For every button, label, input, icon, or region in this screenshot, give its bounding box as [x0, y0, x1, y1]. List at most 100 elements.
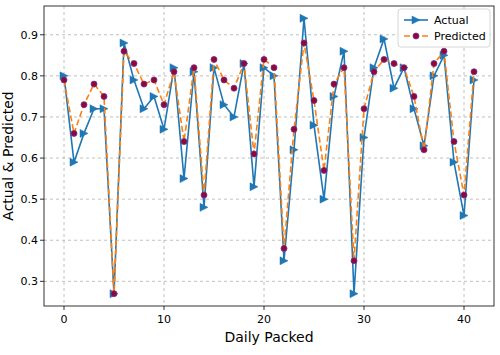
series-marker — [130, 76, 138, 84]
series-marker — [331, 81, 337, 87]
series-marker — [300, 14, 308, 22]
x-axis-label: Daily Packed — [224, 329, 313, 345]
series-marker — [280, 257, 288, 265]
legend-marker — [413, 33, 419, 39]
series-marker — [90, 105, 98, 113]
series-marker — [191, 65, 197, 71]
series-marker — [350, 290, 358, 298]
series-marker — [341, 65, 347, 71]
series-marker — [401, 65, 407, 71]
series-marker — [311, 98, 317, 104]
series-marker — [161, 102, 167, 108]
x-tick — [164, 306, 165, 310]
series-marker — [461, 192, 467, 198]
x-tick — [64, 306, 65, 310]
series-marker — [250, 183, 258, 191]
plot-data — [60, 14, 478, 297]
series-marker — [251, 151, 257, 157]
series-marker — [91, 81, 97, 87]
series-marker — [70, 158, 78, 166]
x-tick-label: 0 — [61, 313, 68, 326]
series-marker — [391, 61, 397, 67]
series-marker — [231, 85, 237, 91]
legend-marker — [412, 16, 420, 24]
series-marker — [80, 129, 88, 137]
series-marker — [101, 93, 107, 99]
series-marker — [141, 81, 147, 87]
series-marker — [240, 60, 248, 68]
series-marker — [471, 69, 477, 75]
y-tick-label: 0.4 — [21, 234, 39, 247]
series-marker — [301, 40, 307, 46]
series-marker — [220, 101, 228, 109]
series-marker — [340, 47, 348, 55]
y-tick-label: 0.6 — [21, 152, 39, 165]
y-tick-label: 0.8 — [21, 70, 39, 83]
series-marker — [291, 126, 297, 132]
series-marker — [110, 290, 118, 298]
y-tick — [40, 34, 44, 35]
x-grid-line — [164, 6, 165, 306]
y-tick-label: 0.7 — [21, 111, 39, 124]
x-tick — [364, 306, 365, 310]
series-marker — [271, 65, 277, 71]
x-grid-line — [364, 6, 365, 306]
series-marker — [111, 291, 117, 297]
series-marker — [371, 69, 377, 75]
x-grid-line — [264, 6, 265, 306]
y-tick — [40, 158, 44, 159]
y-tick — [40, 199, 44, 200]
series-marker — [320, 195, 328, 203]
legend-label: Predicted — [434, 30, 486, 43]
series-line — [64, 18, 474, 293]
y-grid-line — [44, 158, 494, 159]
series-marker — [431, 61, 437, 67]
series-marker — [351, 258, 357, 264]
plot-frame — [44, 6, 494, 306]
y-tick — [40, 75, 44, 76]
series-marker — [221, 77, 227, 83]
x-tick-label: 40 — [457, 313, 471, 326]
series-marker — [81, 102, 87, 108]
series-marker — [241, 61, 247, 67]
series-marker — [120, 39, 128, 47]
y-tick-label: 0.3 — [21, 275, 39, 288]
y-tick — [40, 116, 44, 117]
x-grid-line — [64, 6, 65, 306]
chart: 0102030400.30.40.50.60.70.80.9Daily Pack… — [0, 0, 500, 355]
series-marker — [330, 92, 338, 100]
series-marker — [261, 56, 267, 62]
y-grid-line — [44, 199, 494, 200]
series-marker — [131, 61, 137, 67]
series-marker — [321, 167, 327, 173]
series-marker — [140, 105, 148, 113]
series-marker — [451, 139, 457, 145]
series-marker — [211, 56, 217, 62]
series-marker — [121, 48, 127, 54]
series-marker — [181, 139, 187, 145]
series-marker — [361, 106, 367, 112]
series-marker — [160, 125, 168, 133]
series-marker — [281, 245, 287, 251]
x-tick-label: 10 — [157, 313, 171, 326]
y-tick — [40, 240, 44, 241]
y-tick-label: 0.9 — [21, 29, 39, 42]
series-marker — [200, 203, 208, 211]
series-marker — [441, 48, 447, 54]
series-marker — [381, 56, 387, 62]
series-marker — [201, 192, 207, 198]
x-tick-label: 20 — [257, 313, 271, 326]
series-marker — [151, 77, 157, 83]
legend-box — [398, 9, 490, 47]
x-tick — [464, 306, 465, 310]
series-marker — [180, 175, 188, 183]
series-marker — [150, 92, 158, 100]
y-tick-label: 0.5 — [21, 193, 39, 206]
y-grid-line — [44, 75, 494, 76]
legend-label: Actual — [434, 14, 468, 27]
y-tick — [40, 281, 44, 282]
series-marker — [71, 130, 77, 136]
series-marker — [400, 64, 408, 72]
x-tick — [264, 306, 265, 310]
legend: Actual Predicted — [398, 9, 490, 47]
